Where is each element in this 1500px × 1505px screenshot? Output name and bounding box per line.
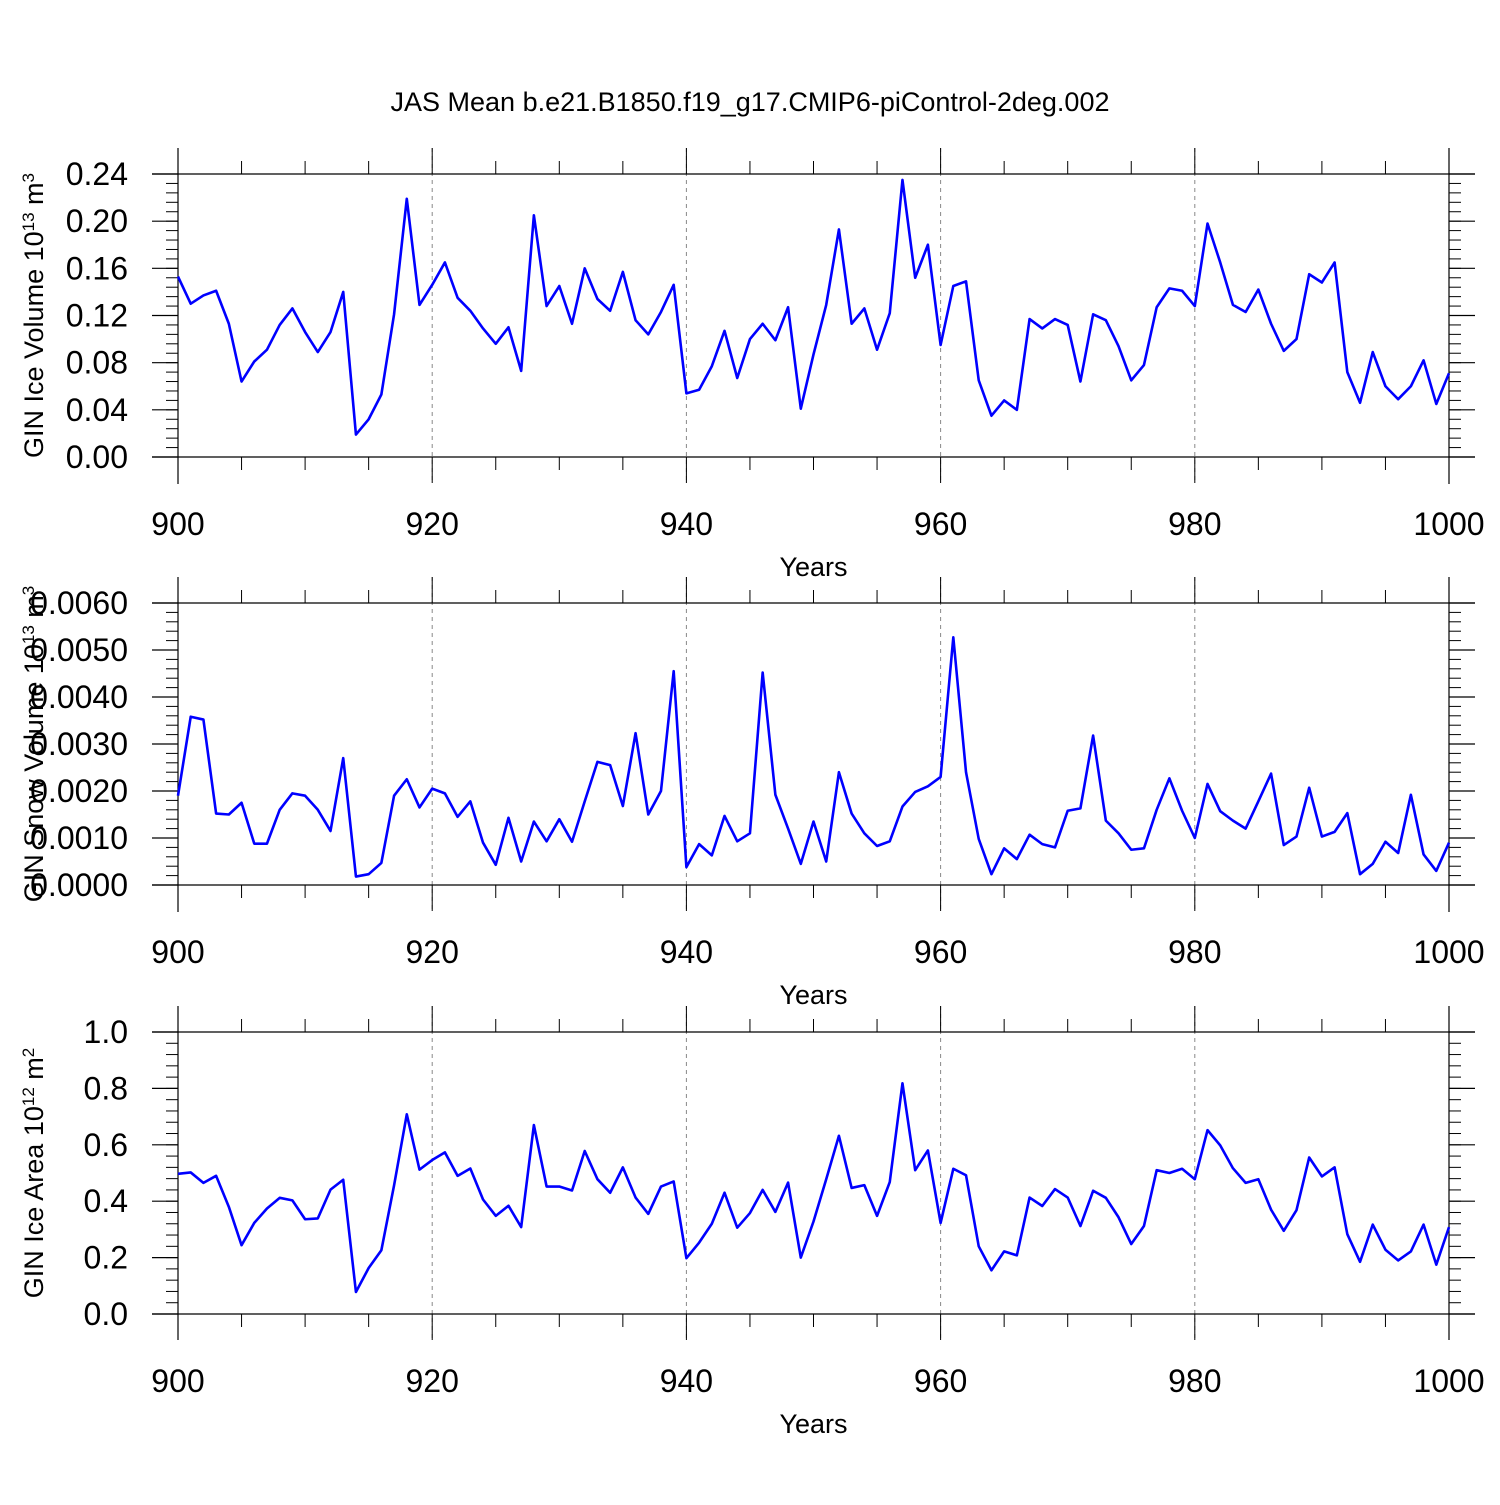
panel2-xtick-label-920: 920 [406, 934, 459, 970]
panel1-xtick-label-940: 940 [660, 506, 713, 542]
panel3-xtick-label-900: 900 [151, 1363, 204, 1399]
panel3-y-axis-label-part-0: GIN Ice Area 10 [19, 1106, 49, 1298]
panel3-y-axis-label-part-1: 12 [19, 1087, 38, 1106]
panel3-ytick-label: 0.0 [84, 1296, 128, 1332]
panel1-ytick-label: 0.16 [66, 250, 128, 286]
panel1-series-line [176, 178, 1451, 436]
panel3-x-axis-label: Years [779, 1409, 847, 1439]
panel1-y-axis-label-part-0: GIN Ice Volume 10 [19, 231, 49, 458]
panel2-ytick-label: 0.0060 [30, 585, 128, 621]
panel2-ytick-label: 0.0050 [30, 632, 128, 668]
panel2-series-line [176, 636, 1451, 878]
panel3-ytick-label: 0.2 [84, 1240, 128, 1276]
panel2-y-axis-label-part-0: GIN Snow Volume 10 [19, 644, 49, 902]
panel2-ytick-label: 0.0040 [30, 679, 128, 715]
panel3-xtick-label-980: 980 [1168, 1363, 1221, 1399]
panel2-xtick-label-940: 940 [660, 934, 713, 970]
panel2-ytick-label: 0.0000 [30, 867, 128, 903]
panel2-xtick-label-900: 900 [151, 934, 204, 970]
panel1-ytick-label: 0.08 [66, 345, 128, 381]
panel1-y-axis-label-part-2: m [19, 182, 49, 212]
panel2-xtick-label-1000: 1000 [1413, 934, 1484, 970]
panel1-ytick-label: 0.12 [66, 298, 128, 334]
panel1-ytick-label: 0.00 [66, 439, 128, 475]
panel3-series-line [177, 1082, 1451, 1294]
panel3-y-axis-label-part-3: 2 [19, 1048, 38, 1057]
panel2-ytick-label: 0.0020 [30, 773, 128, 809]
panel2-y-axis-label-part-1: 13 [19, 625, 38, 644]
panel3-xtick-label-920: 920 [406, 1363, 459, 1399]
panel1-ytick-label: 0.20 [66, 203, 128, 239]
panel3-ytick-label: 0.6 [84, 1127, 128, 1163]
chart-title: JAS Mean b.e21.B1850.f19_g17.CMIP6-piCon… [391, 87, 1110, 117]
panel2-ytick-label: 0.0030 [30, 726, 128, 762]
panel1-y-axis-label-part-1: 13 [19, 212, 38, 231]
panel1-ytick-label: 0.04 [66, 392, 128, 428]
panel1-xtick-label-900: 900 [151, 506, 204, 542]
panel3-xtick-label-960: 960 [914, 1363, 967, 1399]
panel1-y-axis-label-part-3: 3 [19, 173, 38, 182]
panel3-ytick-label: 0.4 [84, 1183, 128, 1219]
panel1-xtick-label-920: 920 [406, 506, 459, 542]
panel2-y-axis-label: GIN Snow Volume 1013 m3 [19, 586, 50, 903]
panel1-xtick-label-1000: 1000 [1413, 506, 1484, 542]
panel1-ytick-label: 0.24 [66, 156, 128, 192]
panel3-ytick-label: 1.0 [84, 1014, 128, 1050]
panel1-xtick-label-960: 960 [914, 506, 967, 542]
panel2-y-axis-label-part-3: 3 [19, 586, 38, 595]
panel2-y-axis-label-part-2: m [19, 595, 49, 625]
panel2-xtick-label-980: 980 [1168, 934, 1221, 970]
panel2-ytick-label: 0.0010 [30, 820, 128, 856]
panel3-ytick-label: 0.8 [84, 1070, 128, 1106]
panel2-xtick-label-960: 960 [914, 934, 967, 970]
panel1-xtick-label-980: 980 [1168, 506, 1221, 542]
panel2-x-axis-label: Years [779, 980, 847, 1010]
panel3-xtick-label-940: 940 [660, 1363, 713, 1399]
panel3-xtick-label-1000: 1000 [1413, 1363, 1484, 1399]
panel1-y-axis-label: GIN Ice Volume 1013 m3 [19, 173, 50, 458]
panel3-y-axis-label: GIN Ice Area 1012 m2 [19, 1048, 50, 1299]
panel3-y-axis-label-part-2: m [19, 1057, 49, 1087]
panel1-x-axis-label: Years [779, 552, 847, 582]
